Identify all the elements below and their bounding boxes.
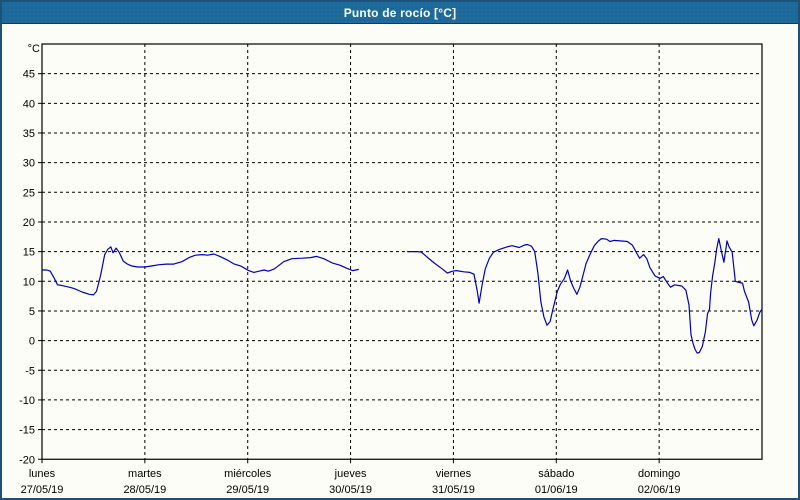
- y-tick-label: 35: [23, 128, 35, 140]
- y-tick-label: 25: [23, 187, 35, 199]
- x-date-label: 28/05/19: [123, 484, 166, 496]
- chart-title: Punto de rocío [°C]: [343, 5, 457, 20]
- plot-border: [41, 43, 763, 460]
- x-day-label: sábado: [538, 468, 574, 480]
- dewpoint-line: [407, 238, 763, 354]
- y-tick-label: 45: [23, 69, 35, 81]
- x-date-label: 01/06/19: [535, 484, 578, 496]
- y-tick-label: 30: [23, 158, 35, 170]
- chart-title-bar: Punto de rocío [°C]: [2, 2, 798, 24]
- y-tick-label: 40: [23, 98, 35, 110]
- y-tick-label: 5: [29, 306, 35, 318]
- y-tick-label: -5: [25, 365, 35, 377]
- x-day-label: viernes: [436, 468, 472, 480]
- x-day-label: miércoles: [224, 468, 272, 480]
- x-day-label: martes: [128, 468, 162, 480]
- x-date-label: 30/05/19: [329, 484, 372, 496]
- x-day-label: domingo: [638, 468, 680, 480]
- x-day-label: jueves: [334, 468, 367, 480]
- y-axis-unit-label: °C: [28, 43, 40, 55]
- y-tick-label: -15: [19, 425, 35, 437]
- x-day-label: lunes: [29, 468, 56, 480]
- x-date-label: 29/05/19: [226, 484, 269, 496]
- y-tick-label: -10: [19, 395, 35, 407]
- dewpoint-line: [42, 246, 359, 296]
- y-tick-label: -20: [19, 454, 35, 466]
- x-date-label: 31/05/19: [432, 484, 475, 496]
- y-tick-label: 0: [29, 336, 35, 348]
- x-date-label: 02/06/19: [638, 484, 681, 496]
- y-tick-label: 15: [23, 247, 35, 259]
- y-tick-label: 20: [23, 217, 35, 229]
- y-tick-label: 10: [23, 276, 35, 288]
- x-date-label: 27/05/19: [21, 484, 64, 496]
